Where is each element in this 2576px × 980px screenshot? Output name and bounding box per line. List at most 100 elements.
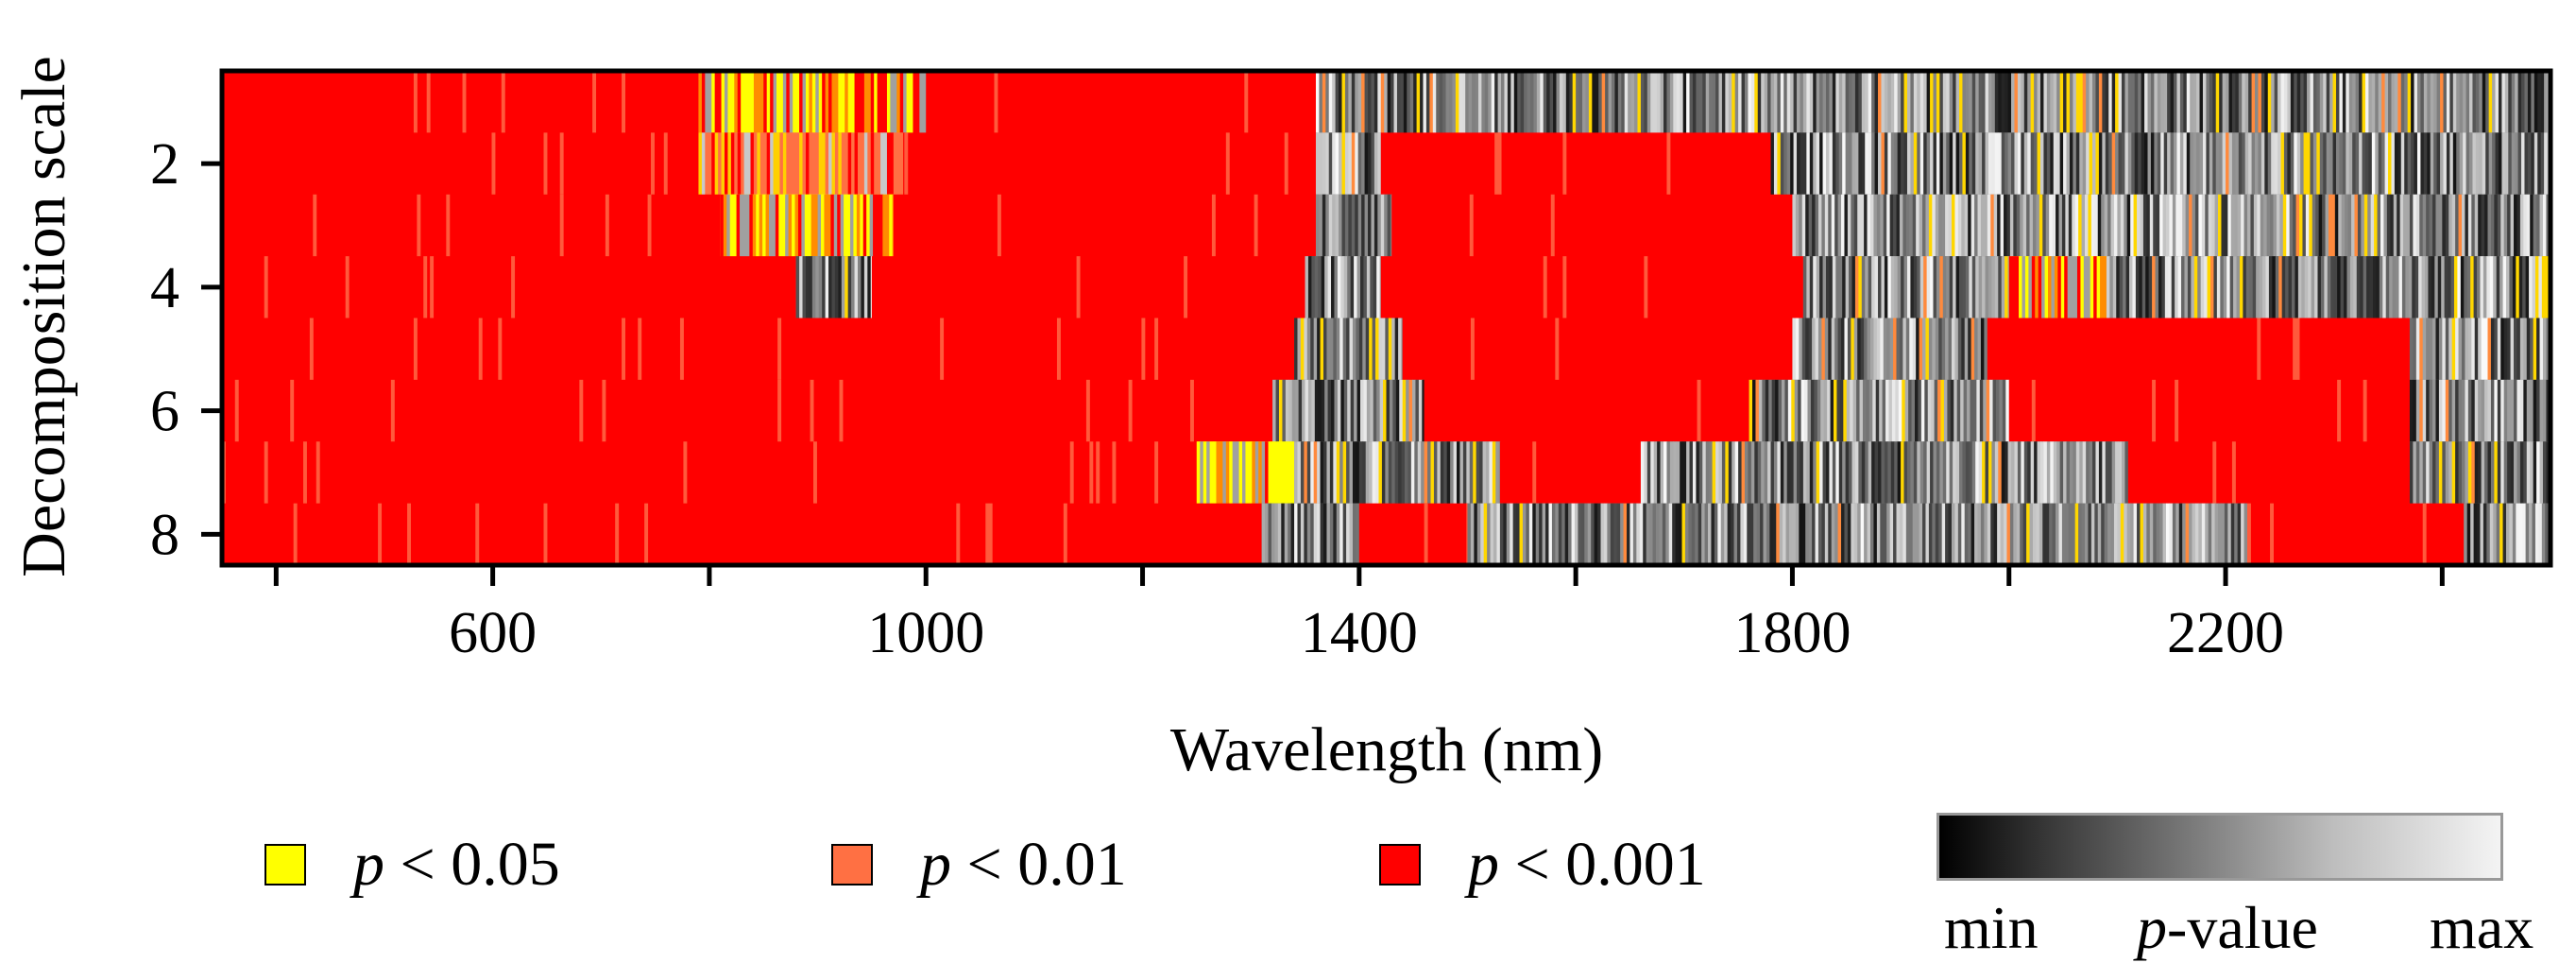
heatmap-stripe bbox=[2478, 441, 2482, 505]
heatmap-stripe bbox=[2324, 256, 2329, 319]
heatmap-stripe bbox=[1919, 132, 1924, 196]
heatmap-stripe bbox=[2227, 503, 2232, 566]
heatmap-stripe bbox=[1910, 132, 1915, 196]
heatmap-stripe bbox=[1768, 379, 1773, 442]
heatmap-stripe bbox=[2089, 441, 2093, 505]
heatmap-stripe bbox=[711, 71, 716, 133]
heatmap-stripe bbox=[1901, 71, 1905, 133]
heatmap-stripe bbox=[1351, 194, 1356, 257]
heatmap-stripe bbox=[1446, 441, 1451, 505]
heatmap-stripe bbox=[2285, 256, 2290, 319]
heatmap-stripe bbox=[2323, 132, 2328, 196]
heatmap-stripe bbox=[1816, 256, 1820, 319]
heatmap-stripe bbox=[777, 379, 782, 442]
heatmap-stripe bbox=[2041, 256, 2046, 319]
heatmap-stripe bbox=[1607, 503, 1612, 566]
heatmap-stripe bbox=[1485, 441, 1490, 505]
heatmap-stripe bbox=[2105, 441, 2109, 505]
heatmap-stripe bbox=[2413, 379, 2417, 442]
heatmap-stripe bbox=[2034, 71, 2039, 133]
heatmap-stripe bbox=[1242, 441, 1246, 505]
heatmap-stripe bbox=[1806, 71, 1811, 133]
heatmap-stripe bbox=[2014, 71, 2019, 133]
heatmap-stripe bbox=[2467, 318, 2472, 381]
heatmap-stripe bbox=[2069, 71, 2073, 133]
heatmap-stripe bbox=[838, 256, 843, 319]
heatmap-stripe bbox=[2514, 194, 2517, 257]
heatmap-stripe bbox=[1922, 318, 1926, 381]
heatmap-stripe bbox=[2059, 441, 2064, 505]
heatmap-stripe bbox=[1196, 441, 1201, 505]
heatmap-stripe bbox=[1357, 194, 1362, 257]
heatmap-stripe bbox=[1959, 441, 1963, 505]
heatmap-stripe bbox=[2326, 132, 2330, 196]
heatmap-stripe bbox=[2089, 132, 2093, 196]
heatmap-stripe bbox=[2017, 441, 2022, 505]
heatmap-stripe bbox=[721, 71, 725, 133]
heatmap-stripe bbox=[1550, 194, 1555, 257]
heatmap-stripe bbox=[940, 318, 945, 381]
heatmap-stripe bbox=[2002, 379, 2006, 442]
heatmap-stripe bbox=[2031, 256, 2036, 319]
heatmap-stripe bbox=[1430, 441, 1435, 505]
heatmap-cell bbox=[1499, 441, 1642, 505]
heatmap-stripe bbox=[2420, 71, 2425, 133]
heatmap-stripe bbox=[2162, 194, 2167, 257]
heatmap-stripe bbox=[1946, 71, 1951, 133]
heatmap-stripe bbox=[1951, 503, 1955, 566]
heatmap-stripe bbox=[1600, 503, 1605, 566]
heatmap-stripe bbox=[2495, 71, 2499, 133]
heatmap-stripe bbox=[1909, 503, 1914, 566]
heatmap-stripe bbox=[861, 132, 865, 196]
heatmap-stripe bbox=[1684, 503, 1689, 566]
heatmap-stripe bbox=[2058, 503, 2063, 566]
heatmap-stripe bbox=[2172, 194, 2176, 257]
heatmap-stripe bbox=[2120, 503, 2124, 566]
heatmap-stripe bbox=[1825, 441, 1830, 505]
heatmap-stripe bbox=[1800, 379, 1805, 442]
heatmap-stripe bbox=[2471, 379, 2476, 442]
heatmap-stripe bbox=[1529, 71, 1534, 133]
heatmap-stripe bbox=[1873, 318, 1878, 381]
heatmap-stripe bbox=[1378, 441, 1383, 505]
heatmap-stripe bbox=[2224, 194, 2228, 257]
heatmap-stripe bbox=[1899, 503, 1903, 566]
heatmap-stripe bbox=[1329, 318, 1334, 381]
heatmap-stripe bbox=[2413, 441, 2417, 505]
heatmap-stripe bbox=[2059, 71, 2064, 133]
heatmap-stripe bbox=[1466, 503, 1468, 566]
heatmap-stripe bbox=[815, 132, 820, 196]
heatmap-stripe bbox=[1432, 71, 1437, 133]
heatmap-stripe bbox=[1373, 132, 1378, 196]
heatmap-stripe bbox=[773, 132, 777, 196]
heatmap-stripe bbox=[1960, 379, 1965, 442]
heatmap-stripe bbox=[1884, 441, 1888, 505]
heatmap-stripe bbox=[2273, 194, 2277, 257]
heatmap-stripe bbox=[2046, 71, 2051, 133]
heatmap-stripe bbox=[2090, 503, 2095, 566]
heatmap-stripe bbox=[2072, 503, 2076, 566]
heatmap-stripe bbox=[1887, 132, 1892, 196]
heatmap-stripe bbox=[2291, 256, 2295, 319]
heatmap-stripe bbox=[234, 379, 239, 442]
heatmap-stripe bbox=[1793, 441, 1798, 505]
heatmap-stripe bbox=[805, 71, 810, 133]
heatmap-stripe bbox=[821, 194, 825, 257]
heatmap-cell bbox=[2246, 503, 2465, 566]
heatmap-stripe bbox=[1791, 379, 1796, 442]
heatmap-stripe bbox=[2465, 318, 2469, 381]
heatmap-stripe bbox=[1998, 71, 2003, 133]
heatmap-stripe bbox=[2440, 71, 2444, 133]
heatmap-stripe bbox=[1771, 379, 1776, 442]
heatmap-stripe bbox=[2022, 194, 2027, 257]
heatmap-stripe bbox=[1786, 441, 1791, 505]
heatmap-stripe bbox=[2208, 194, 2212, 257]
heatmap-stripe bbox=[1953, 379, 1958, 442]
heatmap-stripe bbox=[543, 132, 548, 196]
heatmap-stripe bbox=[2316, 71, 2321, 133]
heatmap-stripe bbox=[1320, 318, 1324, 381]
heatmap-stripe bbox=[446, 194, 451, 257]
heatmap-stripe bbox=[2211, 503, 2216, 566]
heatmap-stripe bbox=[2066, 132, 2071, 196]
heatmap-stripe bbox=[2448, 379, 2453, 442]
